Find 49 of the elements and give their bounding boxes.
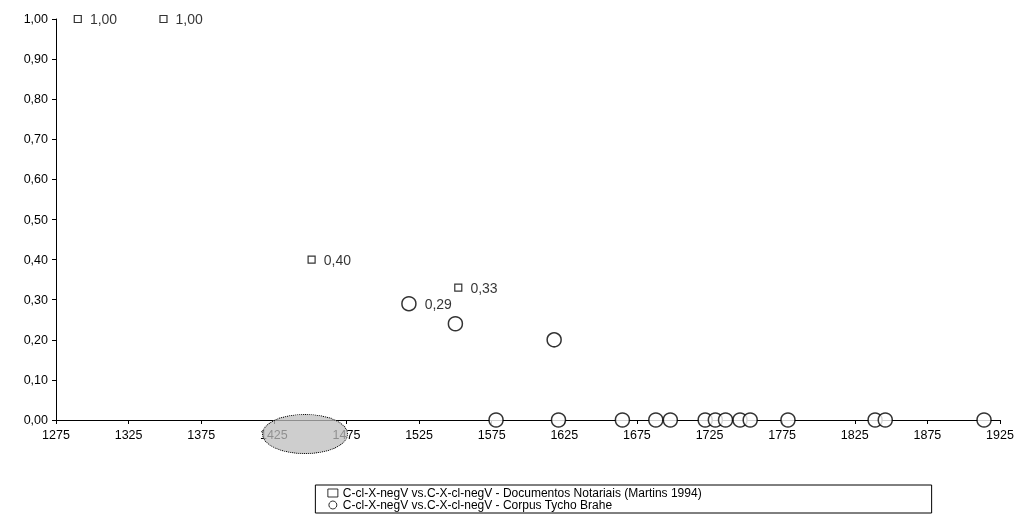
x-tick-label: 1475 <box>332 427 361 442</box>
point <box>454 283 463 292</box>
y-tick-label: 0,80 <box>23 92 49 107</box>
y-tick-label: 0,60 <box>23 172 49 187</box>
y-tick-label: 0,50 <box>23 212 49 227</box>
x-tick-label: 1575 <box>477 427 506 442</box>
data-label: 0,40 <box>323 251 352 268</box>
data-label: 1,00 <box>175 11 204 27</box>
x-tick-label: 1825 <box>840 427 869 442</box>
y-tick-label: 0,30 <box>23 292 49 307</box>
point <box>780 412 796 428</box>
legend-label: C-cl-X-negV vs.C-X-cl-negV - Corpus Tycho Brahe <box>342 498 613 512</box>
legend-label: C-cl-X-negV vs.C-X-cl-negV - Documentos Notariais (Martins 1994) <box>342 486 702 500</box>
x-tick-label: 1425 <box>259 427 288 442</box>
point <box>648 412 664 428</box>
x-tick-label: 1925 <box>986 427 1014 442</box>
x-tick-label: 1375 <box>187 427 216 442</box>
point <box>447 316 464 332</box>
y-tick-label: 0,40 <box>23 252 49 267</box>
y-tick-label: 0,10 <box>23 372 49 387</box>
y-tick-label: 0,90 <box>23 52 49 67</box>
x-tick-label: 1625 <box>550 427 579 442</box>
point <box>877 412 894 428</box>
point <box>401 295 417 312</box>
x-tick-label: 1875 <box>913 427 942 442</box>
x-tick-label: 1775 <box>768 427 797 442</box>
y-tick-label: 1,00 <box>23 12 49 26</box>
point <box>614 412 631 428</box>
point <box>662 412 679 428</box>
point <box>488 412 504 428</box>
y-tick-label: 0,20 <box>23 332 49 347</box>
point <box>307 255 316 264</box>
y-tick-label: 0,70 <box>23 132 49 147</box>
x-tick-label: 1675 <box>623 427 651 442</box>
point <box>550 412 567 428</box>
point <box>742 412 758 428</box>
point <box>546 332 562 348</box>
point <box>717 412 734 428</box>
y-tick-label: 0,00 <box>23 413 49 427</box>
point <box>159 14 168 24</box>
x-tick-label: 1325 <box>114 427 143 442</box>
point <box>73 14 82 24</box>
point <box>976 412 992 428</box>
data-label: 0,29 <box>424 295 453 312</box>
data-label: 0,33 <box>470 279 498 296</box>
x-tick-label: 1525 <box>405 427 434 442</box>
data-label: 1,00 <box>89 11 118 27</box>
x-tick-label: 1725 <box>695 427 724 442</box>
x-tick-label: 1275 <box>42 427 70 442</box>
